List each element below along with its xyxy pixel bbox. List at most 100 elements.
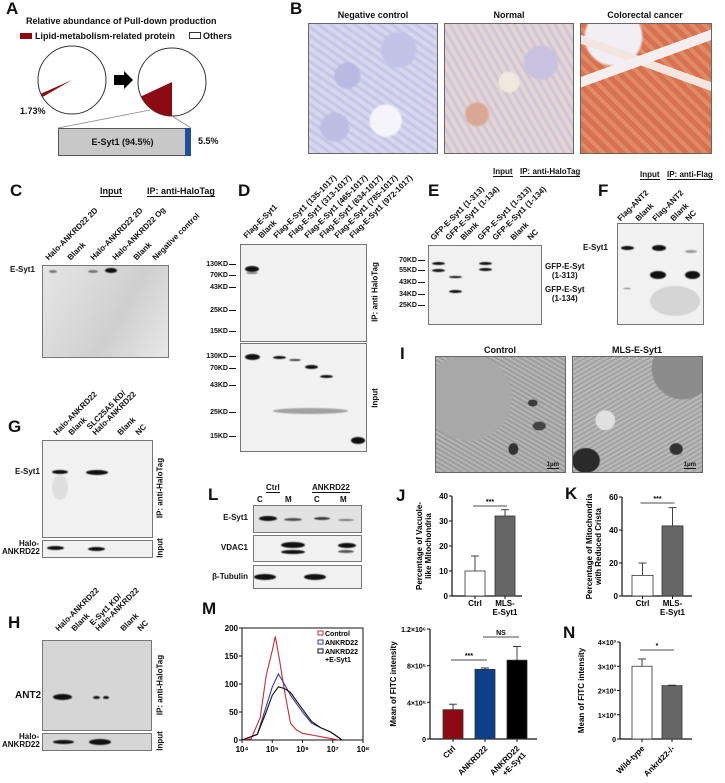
h-input-label: Halo- ANKRD22 bbox=[2, 732, 40, 749]
l-row-label: E-Syt1 bbox=[223, 513, 248, 522]
legend-swatch bbox=[317, 630, 324, 636]
ihc-title-crc: Colorectal cancer bbox=[607, 10, 683, 20]
esyt1-stack-label: E-Syt1 (94.5%) bbox=[91, 137, 154, 147]
blot-band bbox=[305, 365, 318, 369]
c-header-ip: IP: anti-HaloTag bbox=[147, 186, 215, 197]
y-tick-label: 8×10⁵ bbox=[407, 664, 426, 671]
legend-item-lipid: Lipid-metabolism-related protein bbox=[20, 31, 175, 41]
e-band-label-1-134: GFP-E-Syt (1-134) bbox=[545, 285, 585, 303]
panel-label-m: M bbox=[202, 599, 217, 618]
l-group-ctrl: Ctrl bbox=[266, 483, 280, 493]
e-band-label-1-313: GFP-E-Syt (1-313) bbox=[545, 262, 585, 280]
f-blot bbox=[617, 223, 704, 325]
y-tick-label: 40 bbox=[609, 526, 618, 535]
x-tick-label: MLS-E-Syt1 bbox=[660, 599, 685, 617]
blot-band bbox=[320, 375, 333, 378]
blot-band bbox=[650, 286, 700, 316]
pie-circle bbox=[37, 45, 107, 115]
zoom-connector-line bbox=[57, 109, 151, 129]
blot-band bbox=[273, 356, 286, 359]
bar bbox=[442, 709, 464, 740]
y-axis-label: Percentage of Mitochondriawith Reduced C… bbox=[585, 493, 603, 599]
d-marker: 130KD bbox=[200, 261, 236, 269]
scale-bar: 1μm bbox=[546, 462, 559, 469]
significance-label: *** bbox=[486, 499, 494, 506]
panel-label-g: G bbox=[8, 417, 22, 436]
g-lane-label: NC bbox=[133, 422, 149, 437]
d-marker: 15KD bbox=[200, 433, 236, 441]
pie-slice-lipid bbox=[40, 80, 72, 97]
f-header-input: Input bbox=[640, 170, 660, 180]
panel-label-e: E bbox=[428, 181, 440, 200]
pie-chart-title: Relative abundance of Pull-down producti… bbox=[26, 16, 217, 26]
y-tick-label: 30 bbox=[439, 517, 448, 526]
legend-label: ANKRD22 +E-Syt1 bbox=[325, 649, 358, 664]
panel-label-b: B bbox=[290, 0, 303, 18]
panel-label-k: K bbox=[565, 484, 578, 503]
g-input-label: Halo- ANKRD22 bbox=[2, 539, 40, 556]
em-image-control: 1μm bbox=[435, 356, 566, 473]
l-group-ankrd22: ANKRD22 bbox=[312, 483, 350, 493]
ihc-image-negative-control bbox=[308, 23, 438, 154]
x-tick-label: 10⁵ bbox=[266, 745, 279, 754]
d-side-label-ip: IP: anti HaloTag bbox=[370, 262, 380, 322]
blot-band bbox=[281, 542, 305, 548]
y-tick-label: 2×10³ bbox=[598, 689, 617, 696]
blot-band bbox=[685, 250, 697, 253]
g-lane-label: Blank bbox=[115, 415, 138, 437]
d-marker: 25KD bbox=[200, 307, 236, 315]
y-tick-label: 60 bbox=[609, 493, 618, 502]
other-stack-segment bbox=[185, 128, 191, 156]
e-blot bbox=[428, 245, 542, 325]
ihc-image-normal bbox=[444, 23, 574, 154]
l-row-label: VDAC1 bbox=[220, 543, 248, 552]
legend-swatch bbox=[317, 648, 324, 654]
g-side-label-ip: IP: anti-HaloTag bbox=[155, 457, 165, 519]
e-header-input: Input bbox=[493, 167, 513, 177]
legend-label: Control bbox=[325, 631, 350, 638]
y-axis-label: Mean of FITC intensity bbox=[389, 641, 398, 727]
legend-label-others: Others bbox=[203, 31, 233, 41]
y-tick-label: 4×10⁵ bbox=[407, 700, 426, 707]
y-tick-label: 0 bbox=[422, 737, 426, 744]
c-lane-label: Blank bbox=[131, 240, 154, 262]
blot-band bbox=[47, 546, 64, 550]
blot-band bbox=[246, 272, 258, 274]
blot-band bbox=[338, 519, 354, 521]
c-lane-label: Blank bbox=[65, 240, 88, 262]
blot-band bbox=[245, 354, 260, 360]
blot-band bbox=[49, 270, 57, 273]
y-tick-label: 200 bbox=[225, 624, 239, 633]
g-side-label-input: Input bbox=[155, 538, 165, 558]
x-tick-label: ANKRD22 bbox=[456, 744, 489, 777]
l-blot-vdac1 bbox=[253, 535, 362, 562]
blot-band bbox=[89, 739, 111, 745]
blot-band bbox=[52, 475, 68, 500]
blot-band bbox=[52, 470, 68, 474]
bar bbox=[661, 525, 684, 597]
histogram-line-0 bbox=[241, 636, 339, 741]
h-row-label: ANT2 bbox=[15, 690, 42, 701]
zoom-connector-line bbox=[171, 115, 192, 129]
pie-circle bbox=[137, 47, 207, 117]
blot-band bbox=[53, 740, 74, 744]
h-side-label-ip: IP: anti-HaloTag bbox=[155, 654, 165, 716]
y-tick-label: 20 bbox=[609, 559, 618, 568]
legend-swatch-lipid bbox=[20, 33, 32, 39]
blot-band bbox=[93, 696, 100, 699]
blot-band bbox=[304, 574, 326, 580]
em-image-mls-esyt1: 1μm bbox=[572, 356, 703, 473]
blot-band bbox=[284, 518, 302, 521]
pie-2-label: 18.08% bbox=[142, 90, 173, 100]
e-marker: 43KD bbox=[389, 279, 425, 287]
blot-band bbox=[86, 470, 108, 475]
l-blot-tubulin bbox=[253, 565, 362, 589]
e-marker: 70KD bbox=[389, 257, 425, 265]
bar bbox=[494, 515, 516, 597]
d-marker: 43KD bbox=[200, 382, 236, 390]
ihc-image-colorectal-cancer bbox=[580, 23, 712, 154]
significance-label: *** bbox=[465, 653, 473, 660]
x-tick-label: MLS-E-Syt1 bbox=[493, 599, 518, 617]
panel-label-i: I bbox=[400, 344, 405, 363]
h-blot-input bbox=[42, 733, 152, 751]
